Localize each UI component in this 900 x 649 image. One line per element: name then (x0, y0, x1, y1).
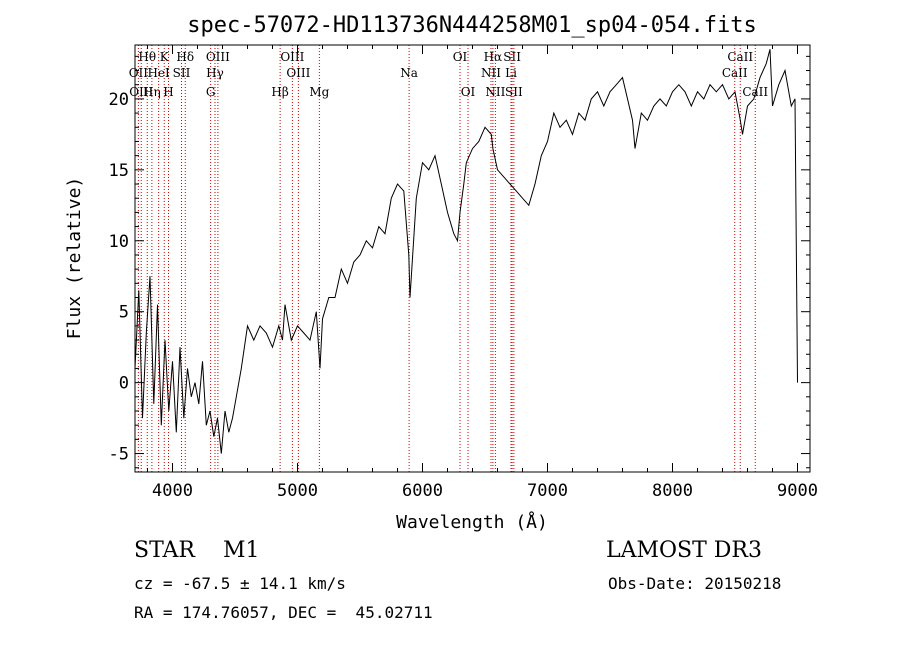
line-marker-label-5: K (160, 50, 170, 64)
line-marker-label-13: OIII (280, 50, 304, 64)
line-marker-label-1: OII (129, 66, 149, 80)
line-marker-label-9: OIII (206, 50, 230, 64)
axes: 4000 5000 6000 7000 8000 9000 -5 0 5 10 15 20 (109, 45, 818, 501)
line-marker-label-20: NII (481, 66, 501, 80)
coordinates: RA = 174.76057, DEC = 45.02711 (134, 603, 433, 622)
y-tick-label-4: 15 (109, 161, 129, 181)
line-marker-label-14: OIII (286, 66, 310, 80)
line-marker-label-15: Mg (309, 85, 329, 99)
x-tick-label-5: 9000 (777, 481, 818, 501)
spectrum-line (134, 49, 798, 454)
x-tick-label-4: 8000 (652, 481, 693, 501)
line-marker-label-10: Hγ (206, 66, 224, 80)
object-class: STAR M1 (134, 538, 260, 563)
line-marker-label-22: SII (503, 50, 521, 64)
y-tick-label-2: 5 (119, 303, 129, 323)
y-tick-label-3: 10 (109, 232, 129, 252)
x-tick-label-0: 4000 (152, 481, 193, 501)
line-marker-label-23: Li (505, 66, 517, 80)
y-tick-label-1: 0 (119, 374, 129, 394)
x-axis-label: Wavelength (Å) (396, 511, 548, 533)
line-marker-label-12: Hβ (271, 85, 288, 99)
line-marker-label-16: Na (400, 66, 418, 80)
line-marker-label-19: Hα (484, 50, 503, 64)
survey-name: LAMOST DR3 (606, 538, 762, 563)
line-marker-label-26: CaII (722, 66, 748, 80)
x-tick-label-2: 6000 (402, 481, 443, 501)
line-marker-label-7: SII (173, 66, 191, 80)
line-marker-label-24: SII (505, 85, 523, 99)
chart-title: spec-57072-HD113736N444258M01_sp04-054.f… (187, 13, 757, 38)
line-marker-label-3: Hη (143, 85, 161, 99)
line-marker-label-25: CaII (727, 50, 753, 64)
line-marker-label-6: H (163, 85, 173, 99)
x-tick-label-3: 7000 (527, 481, 568, 501)
line-marker-label-4: HeI (147, 66, 170, 80)
y-tick-label-5: 20 (109, 90, 129, 110)
y-tick-label-0: -5 (109, 445, 129, 465)
line-marker-label-8: Hδ (176, 50, 194, 64)
y-axis-label: Flux (relative) (64, 177, 85, 340)
line-marker-label-17: OI (453, 50, 468, 64)
redshift-value: cz = -67.5 ± 14.1 km/s (134, 574, 346, 593)
observation-date: Obs-Date: 20150218 (608, 574, 782, 593)
line-marker-label-21: NII (485, 85, 505, 99)
plot-frame (134, 44, 811, 473)
line-marker-label-18: OI (461, 85, 476, 99)
line-marker-label-11: G (206, 85, 216, 99)
x-tick-label-1: 5000 (277, 481, 318, 501)
